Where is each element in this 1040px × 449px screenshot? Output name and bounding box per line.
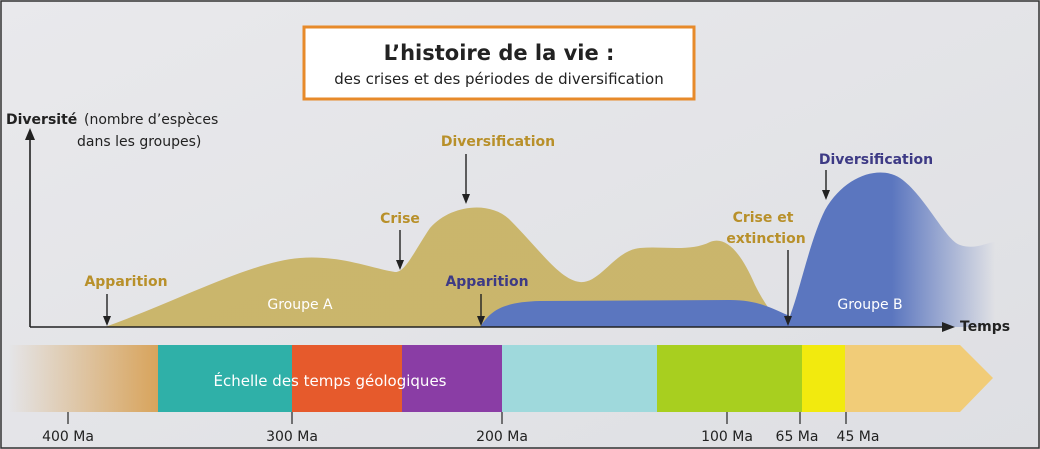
timescale-segment-6 [657, 345, 803, 412]
group-a-crise-extinction-line1: Crise et [733, 210, 794, 226]
x-axis-arrowhead [942, 322, 955, 332]
y-axis-label-bold: Diversité [6, 112, 77, 128]
timescale-segment-3 [292, 345, 403, 412]
arrow-crise-a [396, 230, 404, 270]
title-main: L’histoire de la vie : [384, 41, 615, 65]
timescale-band: Échelle des temps géologiques [8, 345, 993, 412]
timescale-label: Échelle des temps géologiques [214, 371, 447, 390]
axes [25, 128, 955, 332]
arrow-diversification-a [462, 154, 470, 204]
timescale-segment-2 [158, 345, 293, 412]
tick-label-3: 200 Ma [476, 429, 528, 445]
arrow-diversification-b [822, 170, 830, 200]
tick-label-5: 65 Ma [776, 429, 819, 445]
group-b-name: Groupe B [837, 297, 902, 313]
tick-label-1: 400 Ma [42, 429, 94, 445]
title-frame [302, 25, 696, 101]
group-a-crise-extinction-line2: extinction [726, 231, 805, 247]
timescale-ticks [67, 412, 847, 424]
timescale-segment-1 [8, 345, 160, 412]
tick-label-4: 100 Ma [701, 429, 753, 445]
group-b-diversification-label: Diversification [819, 152, 933, 168]
timescale-segment-4 [402, 345, 503, 412]
y-axis-label-line2: dans les groupes) [77, 134, 201, 150]
arrow-crise-extinction [784, 250, 792, 326]
group-a-diversification-label: Diversification [441, 134, 555, 150]
timescale-segment-8 [845, 345, 993, 412]
x-axis-label: Temps [960, 319, 1010, 335]
group-b-apparition-label: Apparition [445, 274, 528, 290]
group-b-area [480, 172, 995, 327]
group-a-crise-label: Crise [380, 211, 420, 227]
group-a-apparition-label: Apparition [84, 274, 167, 290]
timescale-segment-5 [502, 345, 658, 412]
tick-label-6: 45 Ma [837, 429, 880, 445]
title-box: L’histoire de la vie : des crises et des… [302, 25, 696, 101]
timescale-segment-7 [802, 345, 846, 412]
arrow-apparition-b [477, 294, 485, 326]
y-axis-label-line1: (nombre d’espèces [84, 112, 218, 128]
group-a-name: Groupe A [267, 297, 333, 313]
arrow-apparition-a [103, 294, 111, 326]
tick-label-2: 300 Ma [266, 429, 318, 445]
group-a-area [105, 207, 785, 327]
y-axis-arrowhead [25, 128, 35, 140]
title-sub: des crises et des périodes de diversific… [334, 70, 663, 88]
